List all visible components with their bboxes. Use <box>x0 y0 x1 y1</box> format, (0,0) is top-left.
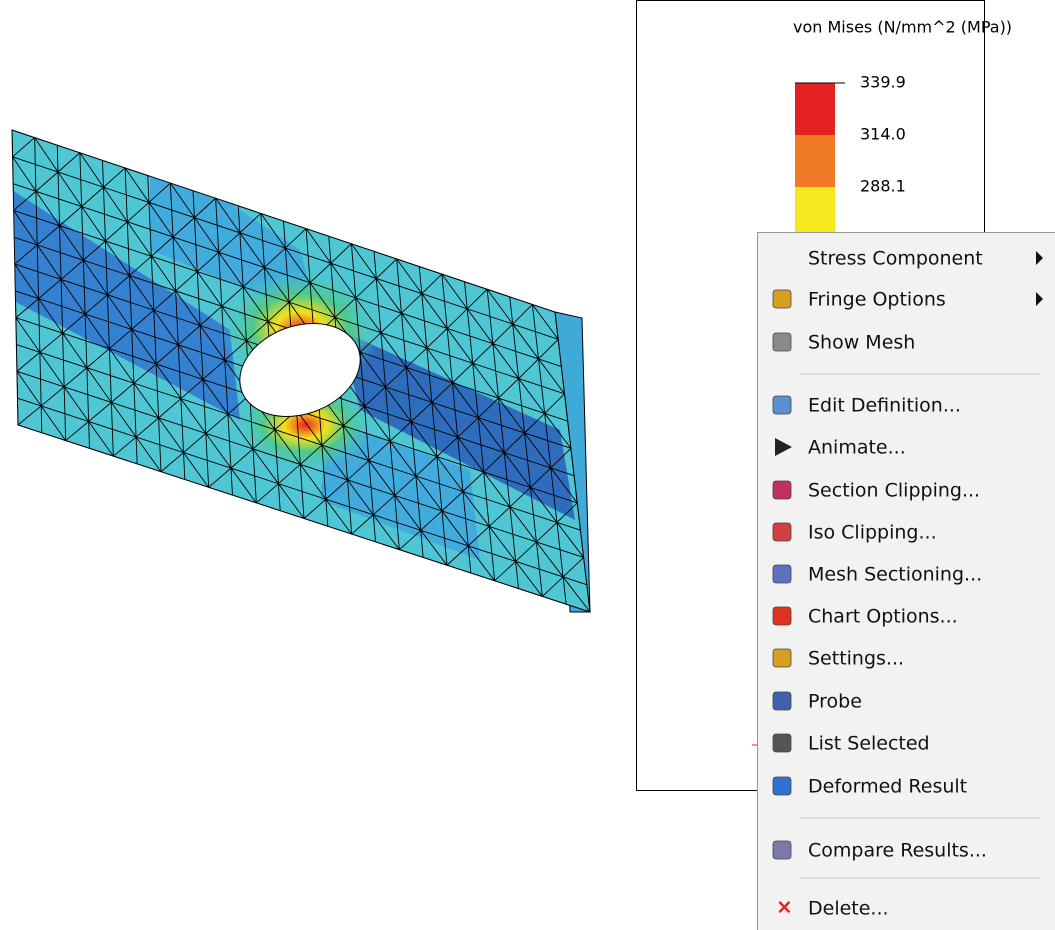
menu-icon <box>772 776 792 796</box>
menu-item[interactable]: Iso Clipping... <box>760 512 1054 552</box>
menu-item-label: List Selected <box>808 733 930 755</box>
menu-item-label: Compare Results... <box>808 840 987 862</box>
legend-label: 288.1 <box>860 177 906 196</box>
menu-icon <box>772 395 792 415</box>
legend-label: 314.0 <box>860 125 906 144</box>
menu-item[interactable]: Section Clipping... <box>760 470 1054 510</box>
menu-item[interactable]: Mesh Sectioning... <box>760 554 1054 594</box>
mesh-model <box>11 129 591 613</box>
menu-item-label: Show Mesh <box>808 332 915 354</box>
menu-icon <box>772 289 792 309</box>
menu-item[interactable]: Settings... <box>760 638 1054 678</box>
menu-item-label: Delete... <box>808 898 889 920</box>
legend-swatch <box>795 83 835 135</box>
menu-item[interactable]: Probe <box>760 681 1054 721</box>
menu-item[interactable]: List Selected <box>760 723 1054 763</box>
menu-icon <box>772 332 792 352</box>
menu-item-label: Stress Component <box>808 248 983 270</box>
menu-item[interactable]: Animate... <box>760 427 1054 467</box>
context-menu: Stress Component Fringe Options Show Mesh E… <box>757 232 1055 930</box>
menu-item-label: Deformed Result <box>808 776 967 798</box>
menu-item[interactable]: Edit Definition... <box>760 385 1054 425</box>
menu-item-area[interactable] <box>760 888 1054 928</box>
menu-item[interactable]: Fringe Options <box>760 279 1054 319</box>
menu-icon <box>772 480 792 500</box>
menu-item-label: Probe <box>808 691 862 713</box>
menu-item[interactable]: × Delete... <box>760 888 1054 928</box>
menu-icon <box>772 522 792 542</box>
menu-item-label: Fringe Options <box>808 289 946 311</box>
menu-item[interactable]: Stress Component <box>760 238 1054 278</box>
menu-icon <box>772 606 792 626</box>
mesh-lines <box>12 130 590 612</box>
menu-item[interactable]: Show Mesh <box>760 322 1054 362</box>
menu-item[interactable]: Chart Options... <box>760 596 1054 636</box>
menu-item-label: Animate... <box>808 437 906 459</box>
legend-title: von Mises (N/mm^2 (MPa)) <box>793 18 1012 37</box>
menu-item-label: Chart Options... <box>808 606 958 628</box>
menu-item[interactable]: Compare Results... <box>760 830 1054 870</box>
menu-item-area[interactable] <box>760 427 1054 467</box>
menu-item-label: Section Clipping... <box>808 480 980 502</box>
menu-item-label: Edit Definition... <box>808 395 961 417</box>
legend-swatch <box>795 135 835 187</box>
menu-item[interactable]: Deformed Result <box>760 766 1054 806</box>
menu-item-area[interactable] <box>760 681 1054 721</box>
menu-icon: × <box>776 895 793 919</box>
menu-item-label: Settings... <box>808 648 904 670</box>
menu-icon <box>772 691 792 711</box>
submenu-arrow <box>1036 292 1043 306</box>
menu-icon <box>772 733 792 753</box>
menu-item-label: Iso Clipping... <box>808 522 937 544</box>
menu-icon <box>772 564 792 584</box>
menu-icon <box>775 438 792 456</box>
menu-icon <box>772 648 792 668</box>
legend-swatch <box>795 187 835 239</box>
legend-label: 339.9 <box>860 73 906 92</box>
submenu-arrow <box>1036 251 1043 265</box>
menu-item-area[interactable] <box>760 638 1054 678</box>
menu-item-label: Mesh Sectioning... <box>808 564 982 586</box>
menu-icon <box>772 840 792 860</box>
